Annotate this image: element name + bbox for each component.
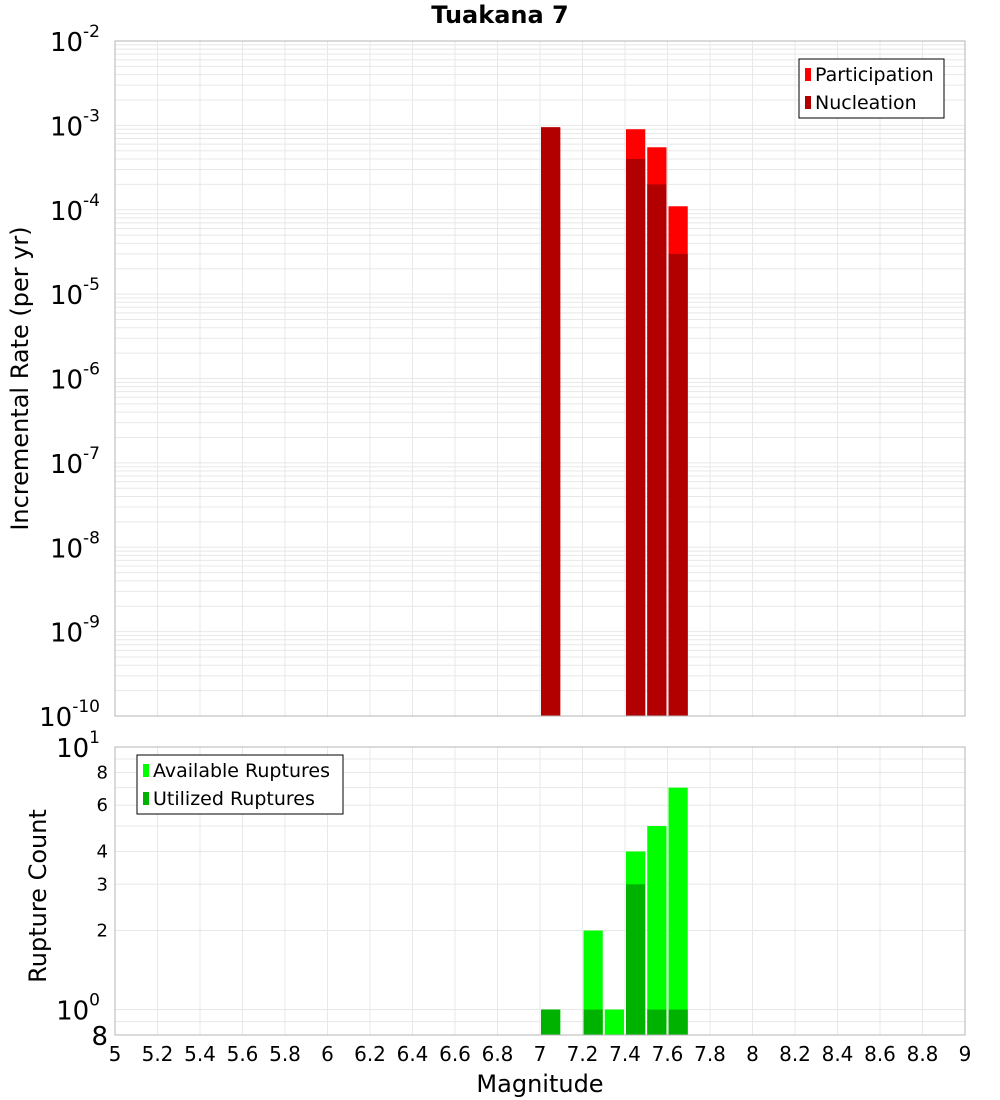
grid-layer — [114, 41, 966, 1036]
bottom-y-major-label: 101 — [56, 728, 100, 764]
top-nucleation-bar — [668, 253, 688, 716]
bottom-utilized-ruptures-bar — [626, 884, 646, 1035]
x-tick-label: 7.2 — [567, 1042, 599, 1066]
bottom-available-ruptures-bar — [647, 826, 667, 1035]
bottom-y-axis-label: Rupture Count — [24, 809, 52, 983]
bottom-utilized-ruptures-bar — [668, 1009, 688, 1035]
top-y-tick-label: 10-8 — [50, 528, 100, 564]
top-plot-frame — [114, 40, 966, 717]
x-tick-label: 9 — [959, 1042, 972, 1066]
bottom-available-ruptures-bar — [668, 787, 688, 1035]
top-y-tick-label: 10-7 — [50, 444, 100, 480]
x-axis-label: Magnitude — [476, 1070, 603, 1098]
top-nucleation-bar — [626, 158, 646, 717]
x-tick-label: 5.8 — [269, 1042, 301, 1066]
bars-layer — [541, 127, 688, 1035]
x-tick-label: 6 — [321, 1042, 334, 1066]
x-tick-label: 5.6 — [227, 1042, 259, 1066]
top-y-tick-label: 10-5 — [50, 275, 100, 311]
x-tick-label: 6.8 — [482, 1042, 514, 1066]
bottom-y-tick-label: 2 — [97, 921, 108, 942]
x-tick-label: 6.4 — [397, 1042, 429, 1066]
bottom-y-tick-label: 4 — [97, 841, 108, 862]
top-legend-swatch — [805, 96, 811, 109]
top-y-tick-label: 10-4 — [50, 191, 100, 227]
top-nucleation-bar — [541, 127, 561, 716]
x-tick-label: 6.2 — [354, 1042, 386, 1066]
chart-title: Tuakana 7 — [431, 1, 569, 29]
bottom-utilized-ruptures-bar — [583, 1009, 603, 1035]
top-legend-box — [798, 58, 945, 119]
bottom-y-tick-label: 3 — [97, 874, 108, 895]
x-tick-label: 5.4 — [184, 1042, 216, 1066]
x-tick-label: 7.6 — [652, 1042, 684, 1066]
top-nucleation-bar — [647, 184, 667, 717]
frame-layer — [114, 40, 966, 1036]
top-y-tick-label: 10-2 — [50, 22, 100, 58]
x-tick-label: 7.4 — [609, 1042, 641, 1066]
bottom-utilized-ruptures-bar — [647, 1009, 667, 1035]
bottom-legend-swatch — [143, 764, 149, 777]
top-legend-label: Nucleation — [815, 92, 917, 114]
bottom-utilized-ruptures-bar — [541, 1009, 561, 1035]
top-y-tick-label: 10-3 — [50, 106, 100, 142]
bottom-legend-swatch — [143, 792, 149, 805]
bottom-legend-box — [136, 754, 344, 815]
bottom-y-tick-label: 8 — [97, 762, 108, 783]
x-tick-label: 6.6 — [439, 1042, 471, 1066]
text-layer: Tuakana 7 10-2 10-3 10-4 10-5 10-6 10-7 10-8 10-… — [6, 1, 971, 1098]
top-y-tick-label: 10-9 — [50, 613, 100, 649]
top-y-tick-label: 10-10 — [39, 697, 100, 733]
bottom-available-ruptures-bar — [583, 930, 603, 1035]
bottom-y-min-label: 8 — [91, 1022, 108, 1052]
bottom-legend-label: Available Ruptures — [153, 760, 330, 782]
legend-layer: Participation Nucleation Available Rupture… — [136, 58, 945, 815]
top-legend-label: Participation — [815, 64, 934, 86]
top-y-tick-label: 10-6 — [50, 360, 100, 396]
x-tick-label: 8.8 — [907, 1042, 939, 1066]
bottom-y-tick-label: 6 — [97, 795, 108, 816]
x-tick-label: 7.8 — [694, 1042, 726, 1066]
x-tick-label: 5.2 — [142, 1042, 174, 1066]
bottom-available-ruptures-bar — [604, 1009, 624, 1035]
top-legend-swatch — [805, 68, 811, 81]
x-tick-label: 8.2 — [779, 1042, 811, 1066]
x-tick-label: 5 — [109, 1042, 122, 1066]
bottom-legend-label: Utilized Ruptures — [153, 788, 315, 810]
x-tick-label: 8.4 — [822, 1042, 854, 1066]
x-tick-label: 7 — [534, 1042, 547, 1066]
bottom-plot-frame — [114, 746, 966, 1036]
top-y-axis-label: Incremental Rate (per yr) — [6, 226, 34, 530]
bottom-y-major-label: 100 — [56, 991, 100, 1027]
x-tick-label: 8.6 — [864, 1042, 896, 1066]
x-tick-label: 8 — [746, 1042, 759, 1066]
